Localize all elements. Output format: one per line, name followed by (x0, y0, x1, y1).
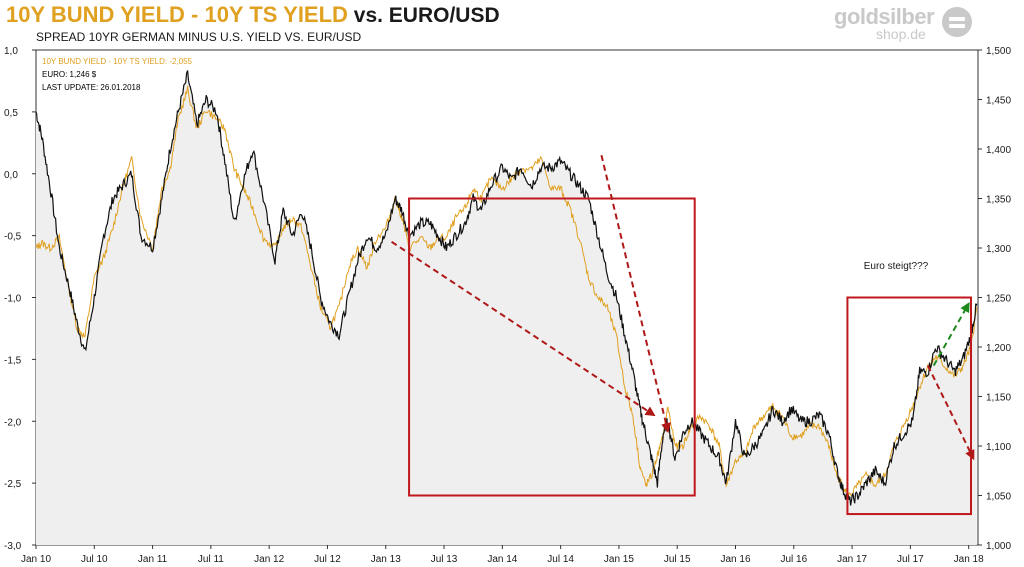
highlight-box-2013-2015 (408, 197, 696, 497)
legend-spread: 10Y BUND YIELD - 10Y TS YIELD: -2,055 (42, 57, 193, 66)
right-axis-label: 1,500 (986, 46, 1011, 57)
x-axis-label: Jul 15 (664, 554, 691, 565)
trend-arrow-3 (926, 365, 975, 461)
x-axis-label: Jul 11 (198, 554, 224, 565)
right-axis-label: 1,200 (986, 343, 1011, 354)
left-axis-label: -2,0 (4, 417, 22, 428)
legend-update: LAST UPDATE: 26.01.2018 (42, 83, 141, 92)
right-axis-label: 1,400 (986, 145, 1011, 156)
x-axis-label: Jan 10 (21, 554, 51, 565)
chart-subtitle: SPREAD 10YR GERMAN MINUS U.S. YIELD VS. … (36, 30, 362, 44)
right-axis-label: 1,250 (986, 294, 1011, 305)
right-axis-label: 1,000 (986, 541, 1011, 552)
right-axis-label: 1,150 (986, 393, 1011, 404)
title-part-2: vs. EURO/USD (347, 4, 500, 27)
annotation-euro-steigt: Euro steigt??? (864, 261, 929, 272)
x-axis-label: Jul 10 (81, 554, 108, 565)
left-axis-label: -1,0 (4, 294, 22, 305)
coin-icon (942, 7, 972, 37)
x-axis-label: Jul 16 (780, 554, 807, 565)
right-axis-label: 1,100 (986, 442, 1011, 453)
left-axis-label: 0,0 (4, 170, 18, 181)
left-axis-label: 1,0 (4, 46, 18, 57)
x-axis-label: Jul 14 (547, 554, 574, 565)
chart-title: 10Y BUND YIELD - 10Y TS YIELD vs. EURO/U… (6, 2, 500, 29)
x-axis-label: Jan 18 (954, 554, 984, 565)
legend-euro: EURO: 1,246 $ (42, 70, 97, 79)
right-axis-label: 1,450 (986, 96, 1011, 107)
x-axis-label: Jul 13 (431, 554, 458, 565)
right-axis-label: 1,350 (986, 195, 1011, 206)
x-axis-label: Jan 13 (371, 554, 401, 565)
euro-series-line (35, 85, 978, 497)
title-part-1: 10Y BUND YIELD - 10Y TS YIELD (6, 2, 348, 27)
x-axis-label: Jul 17 (897, 554, 924, 565)
left-axis-label: 0,5 (4, 108, 18, 119)
spread-area-fill (36, 70, 977, 545)
logo-text-1: goldsilber (834, 4, 935, 29)
logo-text-2: shop.de (876, 26, 926, 42)
highlight-box-2017 (846, 296, 973, 516)
x-axis-label: Jan 16 (720, 554, 750, 565)
x-axis-label: Jan 14 (487, 554, 517, 565)
spread-series-line (35, 70, 978, 506)
x-axis-label: Jan 12 (254, 554, 284, 565)
brand-logo: goldsilber shop.de (832, 4, 982, 42)
trend-arrow-4 (932, 301, 970, 367)
x-axis-label: Jan 17 (837, 554, 867, 565)
x-axis-label: Jan 15 (604, 554, 634, 565)
left-axis-label: -1,5 (4, 355, 22, 366)
trend-arrow-2 (600, 154, 671, 434)
trend-arrow-1 (391, 240, 656, 417)
x-axis-label: Jan 11 (138, 554, 168, 565)
right-axis-label: 1,050 (986, 492, 1011, 503)
right-axis-label: 1,300 (986, 244, 1011, 255)
left-axis-label: -0,5 (4, 232, 22, 243)
left-axis-label: -3,0 (4, 541, 22, 552)
left-axis-label: -2,5 (4, 479, 22, 490)
x-axis-label: Jul 12 (314, 554, 341, 565)
